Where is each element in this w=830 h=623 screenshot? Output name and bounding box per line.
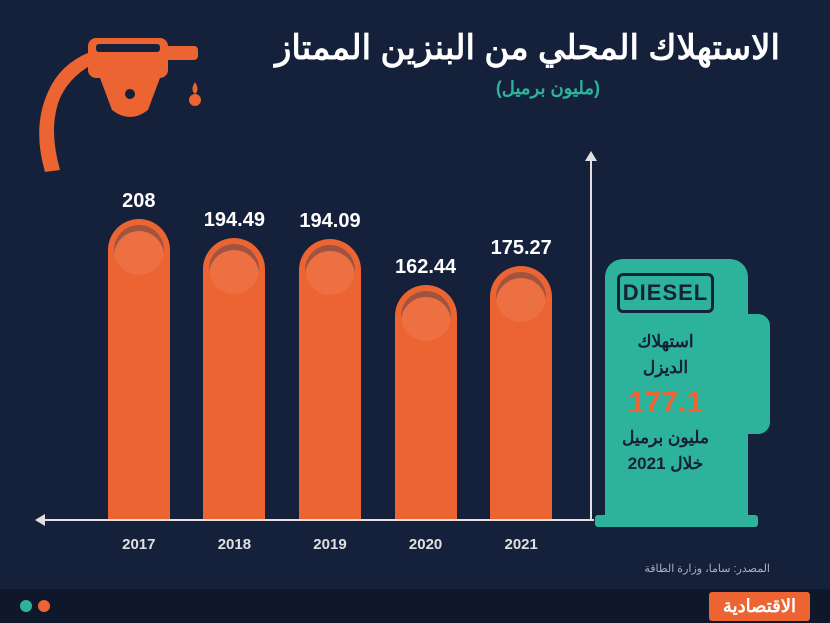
bar-wrap: 194.09	[291, 210, 369, 519]
dot-icon	[38, 600, 50, 612]
bar-wrap: 162.44	[387, 256, 465, 519]
x-axis	[45, 519, 594, 521]
bar-chart: 208 194.49 194.09 162.44 175.27 2017 2018 2019…	[100, 173, 560, 553]
bar-value-label: 194.49	[204, 209, 265, 232]
chart-title: الاستهلاك المحلي من البنزين الممتاز	[275, 28, 780, 68]
bar-value-label: 175.27	[491, 237, 552, 260]
footer: الاقتصادية	[0, 589, 830, 623]
pump-line2: مليون برميل	[613, 425, 718, 451]
bar-value-label: 208	[122, 190, 155, 213]
brand-badge: الاقتصادية	[709, 592, 810, 621]
bar-wrap: 208	[100, 190, 178, 519]
bar	[108, 219, 170, 519]
x-axis-label: 2017	[100, 536, 178, 553]
bar-value-label: 194.09	[299, 210, 360, 233]
pump-line3: خلال 2021	[613, 451, 718, 477]
bar	[395, 285, 457, 519]
source-text: المصدر: ساما، وزارة الطاقة	[644, 562, 770, 575]
chart-subtitle: (مليون برميل)	[496, 78, 600, 99]
bar	[299, 239, 361, 519]
diesel-pump: DIESEL استهلاك الديزل 177.1 مليون برميل …	[605, 259, 770, 519]
bar-wrap: 175.27	[482, 237, 560, 519]
pump-screen-label: DIESEL	[617, 273, 714, 313]
x-labels: 2017 2018 2019 2020 2021	[100, 536, 560, 553]
pump-text: استهلاك الديزل 177.1 مليون برميل خلال 20…	[613, 329, 718, 476]
x-axis-label: 2021	[482, 536, 560, 553]
bars-container: 208 194.49 194.09 162.44 175.27	[100, 190, 560, 519]
y-axis	[590, 161, 592, 521]
pump-side	[746, 314, 770, 434]
x-axis-label: 2019	[291, 536, 369, 553]
bar-wrap: 194.49	[196, 209, 274, 519]
bar	[490, 266, 552, 519]
pump-base	[595, 515, 758, 527]
dot-icon	[20, 600, 32, 612]
x-axis-label: 2018	[196, 536, 274, 553]
pump-body: DIESEL استهلاك الديزل 177.1 مليون برميل …	[605, 259, 748, 519]
bar-value-label: 162.44	[395, 256, 456, 279]
pump-value: 177.1	[613, 380, 718, 425]
pump-line1: استهلاك الديزل	[613, 329, 718, 380]
x-axis-label: 2020	[387, 536, 465, 553]
bar	[203, 238, 265, 519]
footer-dots	[20, 600, 50, 612]
